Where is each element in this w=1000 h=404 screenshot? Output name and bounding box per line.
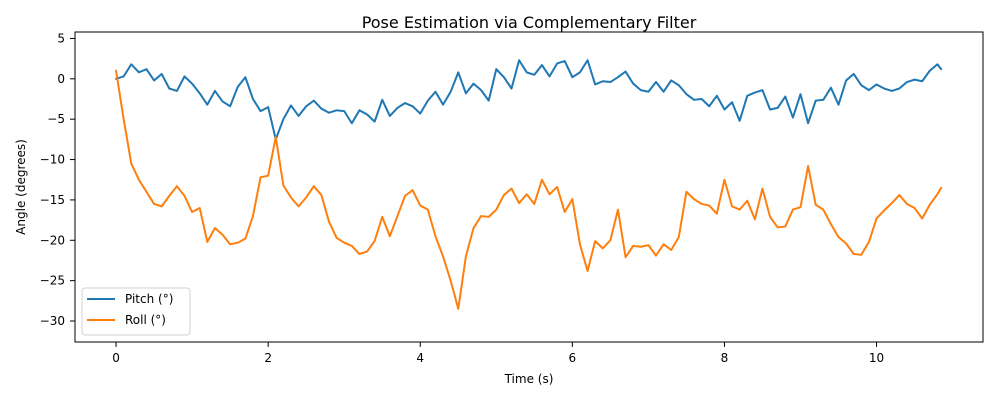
x-tick-label: 0: [112, 351, 120, 365]
y-tick-label: −25: [40, 274, 65, 288]
pitch-series-line: [115, 59, 943, 141]
legend: Pitch (°) Roll (°): [81, 287, 191, 336]
y-axis: 5 0 −5 −10 −15 −20 −25 −30: [40, 31, 75, 328]
x-tick-label: 2: [264, 351, 272, 365]
legend-roll-label: Roll (°): [125, 313, 166, 327]
x-tick-label: 4: [416, 351, 424, 365]
x-tick-label: 10: [869, 351, 884, 365]
y-tick-label: −10: [40, 153, 65, 167]
y-tick-label: −30: [40, 314, 65, 328]
roll-series-line: [115, 69, 943, 310]
y-tick-label: −5: [47, 112, 65, 126]
series-layer: [115, 59, 943, 310]
y-axis-label: Angle (degrees): [14, 139, 28, 235]
x-tick-label: 8: [721, 351, 729, 365]
x-tick-label: 6: [569, 351, 577, 365]
chart-title: Pose Estimation via Complementary Filter: [362, 13, 697, 32]
x-axis: 0 2 4 6 8 10: [112, 342, 884, 365]
plot-area: [74, 31, 984, 343]
legend-pitch-label: Pitch (°): [125, 292, 173, 306]
x-axis-label: Time (s): [504, 372, 554, 386]
y-tick-label: 5: [57, 31, 65, 45]
y-tick-label: −15: [40, 193, 65, 207]
y-tick-label: −20: [40, 233, 65, 247]
y-tick-label: 0: [57, 72, 65, 86]
